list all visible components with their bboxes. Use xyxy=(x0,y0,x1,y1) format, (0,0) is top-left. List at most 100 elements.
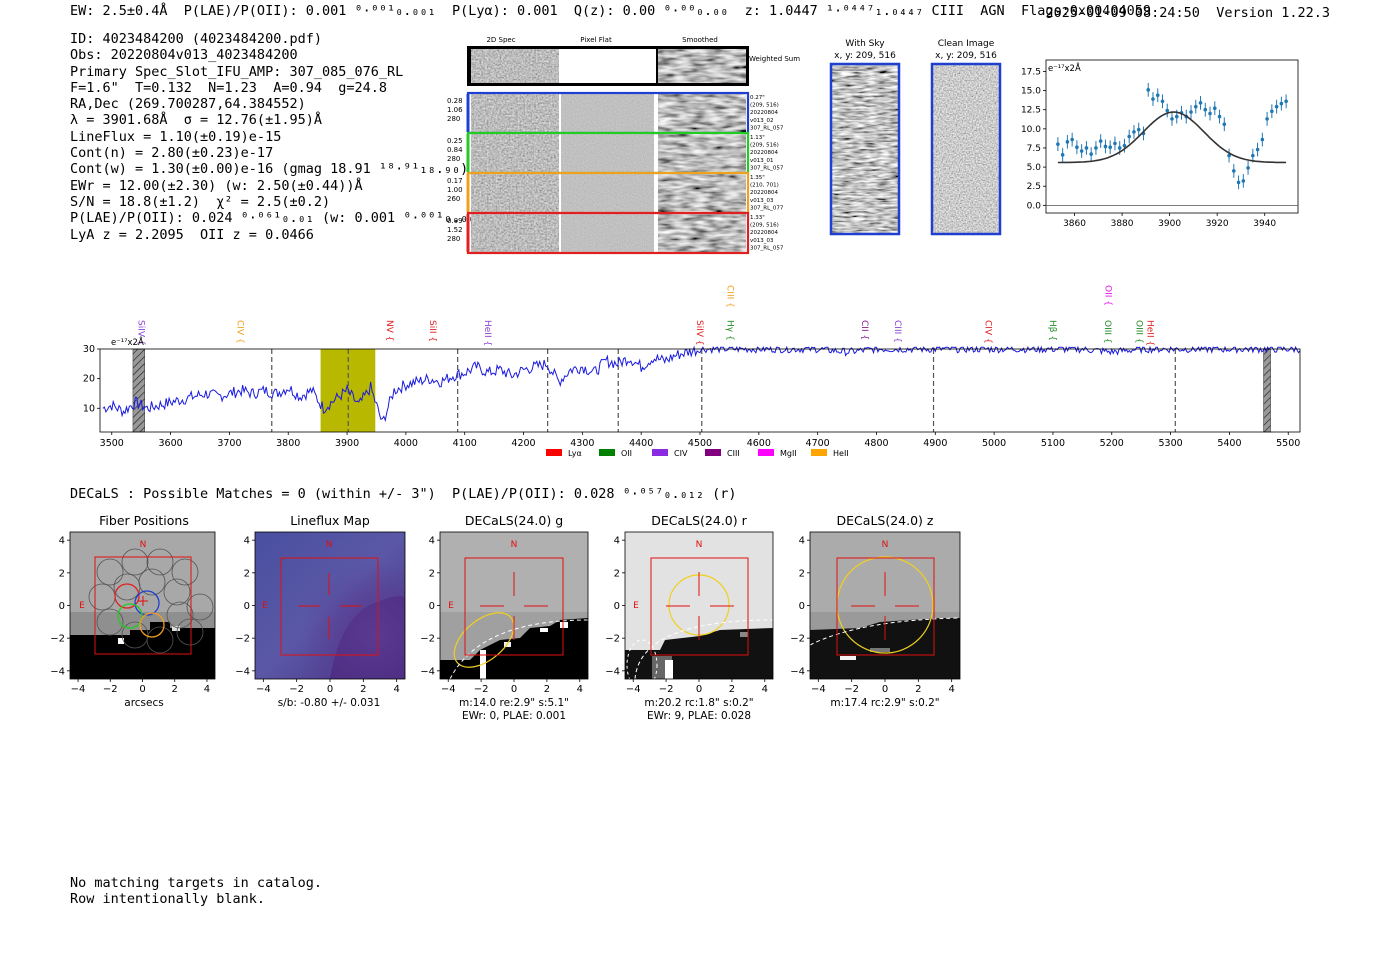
clean-image-frame xyxy=(930,62,1002,236)
with-sky-frame xyxy=(829,62,901,236)
panel-x-tick-label: −4 xyxy=(811,684,826,695)
spectrum-x-tick-label: 4200 xyxy=(511,438,535,449)
north-label: N xyxy=(882,540,889,550)
panel-x-tick-label: 2 xyxy=(172,684,178,695)
cutout-info: 20220804 xyxy=(750,110,778,116)
fit-data-point xyxy=(1108,145,1112,150)
panel-y-tick-label: 4 xyxy=(429,536,435,547)
cutout-smoothed xyxy=(658,134,746,172)
fit-data-point xyxy=(1146,88,1151,92)
panel-lineflux-map: Lineflux Map N E s/b: -0.80 +/- 0.031 xyxy=(254,513,406,709)
legend-label: Lyα xyxy=(568,449,582,458)
spectra-cutouts: 2D Spec Pixel Flat Smoothed Weighted Sum… xyxy=(447,36,800,255)
panel-y-tick-label: 2 xyxy=(59,568,65,579)
panel-decals-z: DECaLS(24.0) z N m:17.4 rc:2.9" s:0.2" xyxy=(809,513,961,709)
spectrum-x-tick-label: 5300 xyxy=(1158,438,1182,449)
fit-data-point xyxy=(1236,180,1241,185)
panel-x-tick-label: 0 xyxy=(327,684,333,695)
info-line: RA,Dec (269.700287,64.384552) xyxy=(70,96,306,113)
spectrum-x-tick-label: 3600 xyxy=(158,438,182,449)
fit-data-point xyxy=(1260,137,1265,142)
panel-caption: m:20.2 rc:1.8" s:0.2" xyxy=(644,697,753,709)
panel-caption: arcsecs xyxy=(124,697,163,709)
fit-data-point xyxy=(1151,97,1155,101)
fit-data-point xyxy=(1079,149,1084,153)
cutout-info: v013_03 xyxy=(750,198,774,204)
panel-fiber-positions: Fiber Positions N E arcsecs xyxy=(69,513,216,709)
panel-y-tick-label: 2 xyxy=(799,568,805,579)
fit-y-tick-label: 15.0 xyxy=(1021,87,1041,97)
decals-summary: DECaLS : Possible Matches = 0 (within +/… xyxy=(70,486,737,502)
fit-data-point xyxy=(1160,99,1165,104)
cutout-info: 1.13" xyxy=(750,135,765,141)
emission-line-label: SiII { xyxy=(427,320,437,342)
fit-data-point xyxy=(1136,127,1141,132)
cutout-value: 0.09 xyxy=(447,217,463,225)
panel-x-tick-label: −2 xyxy=(844,684,859,695)
spectrum-unit-label: e⁻¹⁷x2Å xyxy=(111,336,144,348)
fit-data-point xyxy=(1075,145,1079,150)
cutout-info: 307_RL_077 xyxy=(750,205,784,211)
footer-line: Row intentionally blank. xyxy=(70,890,266,907)
panel-y-tick-label: 0 xyxy=(429,601,435,612)
legend-swatch xyxy=(546,449,562,456)
cutout-flat xyxy=(561,134,654,172)
emission-line-label: HeII { xyxy=(482,320,492,346)
panel-caption: m:17.4 rc:2.9" s:0.2" xyxy=(830,697,939,709)
cutout-info: 1.35" xyxy=(750,175,765,181)
fit-data-point xyxy=(1127,134,1132,139)
panel-x-tick-label: 0 xyxy=(882,684,888,695)
panel-caption: m:14.0 re:2.9" s:5.1" xyxy=(459,697,569,709)
emission-line-label: SiIV { xyxy=(694,320,704,346)
fit-data-point xyxy=(1227,153,1231,158)
cutout-flat xyxy=(561,174,654,212)
panel-y-tick-label: −4 xyxy=(605,666,620,677)
panel-y-tick-label: 4 xyxy=(799,536,805,547)
emission-line-label: OIII { xyxy=(1102,320,1112,344)
fit-x-tick-label: 3940 xyxy=(1253,219,1276,229)
with-sky-coords: x, y: 209, 516 xyxy=(834,51,896,61)
cutout-info: v013_02 xyxy=(750,118,774,124)
spectrum-x-tick-label: 5400 xyxy=(1217,438,1241,449)
panel-y-tick-label: 2 xyxy=(429,568,435,579)
legend-label: CIII xyxy=(727,449,740,458)
fit-data-point xyxy=(1279,101,1284,106)
fit-data-point xyxy=(1208,111,1212,116)
fit-gaussian-curve xyxy=(1057,111,1287,164)
fit-data-point xyxy=(1193,104,1198,109)
fit-data-point xyxy=(1274,104,1279,109)
panel-x-tick-label: −4 xyxy=(626,684,641,695)
legend-label: MgII xyxy=(780,449,797,458)
cutout-info: 307_RL_057 xyxy=(750,125,784,131)
panel-x-tick-label: 0 xyxy=(511,684,517,695)
legend-label: CIV xyxy=(674,449,688,458)
cutout-value: 1.06 xyxy=(447,106,463,114)
cutout-value: 280 xyxy=(447,155,460,163)
panel-x-tick-label: 0 xyxy=(139,684,145,695)
clean-image-coords: x, y: 209, 516 xyxy=(935,51,997,61)
east-label: E xyxy=(79,601,85,611)
fit-data-point xyxy=(1265,117,1269,121)
cutout-info: (209, 516) xyxy=(750,223,779,229)
cutout-2d xyxy=(471,94,559,132)
imaging-panels: Fiber Positions N E arcsecs xyxy=(50,513,961,722)
spectrum-x-tick-label: 4900 xyxy=(923,438,947,449)
cutout-info: 1.33" xyxy=(750,215,765,221)
info-line: Obs: 20220804v013_4023484200 xyxy=(70,47,298,64)
north-label: N xyxy=(511,540,518,550)
info-line: LineFlux = 1.10(±0.19)e-15 xyxy=(70,128,282,145)
spectrum-x-tick-label: 4400 xyxy=(629,438,653,449)
panel-x-tick-label: −4 xyxy=(71,684,86,695)
emission-line-label: CIV { xyxy=(235,320,245,344)
weighted-sum-2d xyxy=(471,49,559,83)
fit-data-point xyxy=(1246,166,1250,170)
spectrum-x-tick-label: 5500 xyxy=(1276,438,1300,449)
fit-data-point xyxy=(1098,139,1103,143)
emission-line-label: CIII { xyxy=(892,320,902,343)
spectrum-x-tick-label: 3800 xyxy=(276,438,300,449)
fit-data-point xyxy=(1222,122,1227,127)
emission-line-label: SiIV { xyxy=(135,320,145,346)
panel-x-tick-label: 2 xyxy=(729,684,735,695)
